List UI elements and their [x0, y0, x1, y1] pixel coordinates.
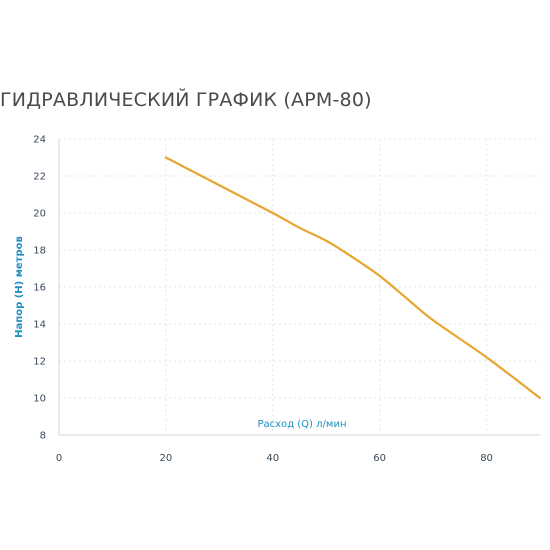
- data-series: [164, 156, 542, 400]
- y-tick-labels: 8 10 12 14 16 18 20 22 24: [33, 135, 46, 442]
- x-tick-label: 0: [56, 453, 62, 464]
- y-tick-label: 12: [33, 357, 46, 368]
- y-tick-label: 18: [33, 246, 46, 257]
- x-tick-label: 80: [480, 453, 493, 464]
- y-tick-label: 10: [33, 394, 46, 405]
- y-axis-label: Напор (H) метров: [14, 236, 25, 338]
- y-tick-label: 22: [33, 172, 46, 183]
- y-tick-label: 14: [33, 320, 46, 331]
- x-axis-label: Расход (Q) л/мин: [258, 419, 347, 430]
- axes: [58, 139, 540, 436]
- grid-lines: [59, 138, 540, 435]
- page-title: ГИДРАВЛИЧЕСКИЙ ГРАФИК (APM-80): [0, 89, 372, 111]
- y-tick-label: 8: [40, 431, 46, 442]
- x-tick-labels: 0 20 40 60 80: [56, 453, 493, 464]
- y-tick-label: 16: [33, 283, 46, 294]
- x-tick-label: 40: [266, 453, 279, 464]
- x-tick-label: 20: [160, 453, 173, 464]
- series-line: [164, 156, 542, 400]
- y-tick-label: 24: [33, 135, 46, 146]
- y-tick-label: 20: [33, 209, 46, 220]
- x-tick-label: 60: [373, 453, 386, 464]
